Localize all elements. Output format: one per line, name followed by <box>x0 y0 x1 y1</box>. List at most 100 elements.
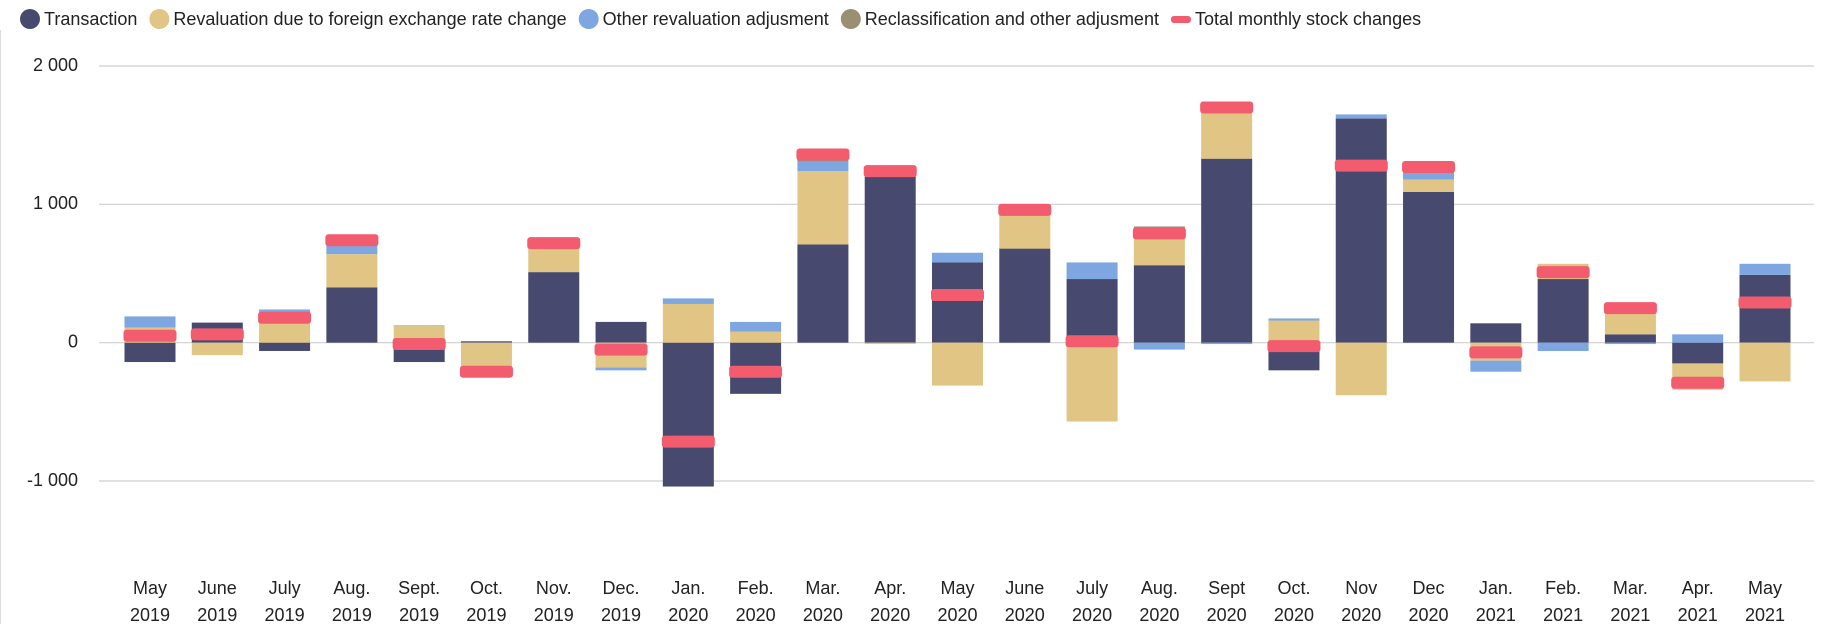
bar-segment <box>1739 342 1791 382</box>
total-marker <box>998 203 1052 216</box>
legend-label: Transaction <box>44 9 137 29</box>
x-tick-label: Mar. 2020 <box>803 578 843 624</box>
bar-segment <box>864 176 916 343</box>
y-tick-label: 1 000 <box>33 193 78 213</box>
total-marker <box>1065 335 1119 348</box>
x-tick-label: Apr. 2020 <box>870 578 910 624</box>
total-marker <box>459 365 513 378</box>
x-tick-label: Dec 2020 <box>1409 578 1449 624</box>
total-marker <box>1469 346 1523 359</box>
x-tick-label: June 2020 <box>1005 578 1045 624</box>
total-marker <box>392 338 446 351</box>
legend-swatch <box>1170 16 1191 23</box>
bar-segment <box>124 316 176 328</box>
x-tick-label: Feb. 2020 <box>736 578 776 624</box>
y-tick-label: 0 <box>68 331 78 351</box>
bar-segment <box>191 342 243 356</box>
x-tick-label: July 2019 <box>265 578 305 624</box>
bar-segment <box>1739 274 1791 343</box>
bar-segment <box>259 309 311 314</box>
bar-segment <box>528 272 580 343</box>
x-tick-label: July 2020 <box>1072 578 1112 624</box>
bar-segment <box>1201 111 1253 159</box>
x-tick-label: Mar. 2021 <box>1610 578 1650 624</box>
total-marker <box>863 165 917 178</box>
total-marker <box>1402 160 1456 173</box>
bar-segment <box>662 303 714 343</box>
bar-segment <box>1672 334 1724 343</box>
total-marker <box>796 148 850 161</box>
bar-segment <box>932 252 983 263</box>
legend-label: Total monthly stock changes <box>1195 9 1421 29</box>
total-marker <box>661 435 715 448</box>
x-tick-label: Jan. 2020 <box>668 578 708 624</box>
bar-segment <box>1470 360 1522 372</box>
legend-label: Other revaluation adjusment <box>603 9 829 29</box>
legend-swatch <box>149 9 170 29</box>
bar-segment <box>1066 262 1118 280</box>
x-tick-label: Jan. 2021 <box>1476 578 1516 624</box>
x-tick-label: Sept. 2019 <box>398 578 440 624</box>
total-marker <box>1132 227 1186 240</box>
bar-segment <box>797 244 849 343</box>
bar-segment <box>1604 334 1656 343</box>
legend-swatch <box>840 9 861 29</box>
bar-segment <box>1201 158 1253 343</box>
bar-segment <box>1403 191 1455 343</box>
x-tick-label: Aug. 2019 <box>332 578 372 624</box>
bar-segment <box>1403 172 1455 180</box>
bar-segment <box>1537 342 1589 351</box>
x-tick-label: May 2019 <box>130 578 170 624</box>
bar-segment <box>1470 323 1522 343</box>
total-marker <box>325 234 379 247</box>
bar-segment <box>1133 265 1185 343</box>
total-marker <box>1267 340 1321 353</box>
bar-segment <box>730 331 782 343</box>
bar-segment <box>932 262 983 343</box>
bar-segment <box>1066 342 1118 422</box>
x-tick-label: June 2019 <box>197 578 237 624</box>
x-tick-label: Oct. 2020 <box>1274 578 1314 624</box>
bar-segment <box>662 298 714 304</box>
total-marker <box>1603 302 1657 315</box>
total-marker <box>1334 159 1388 172</box>
bar-segment <box>259 342 311 351</box>
bar-segment <box>393 325 445 327</box>
bar-segment <box>1739 263 1791 275</box>
bar-segment <box>1335 342 1387 396</box>
x-tick-label: Dec. 2019 <box>601 578 641 624</box>
bar-segment <box>1335 114 1387 119</box>
bar-segment <box>595 367 647 371</box>
x-tick-label: Nov. 2019 <box>534 578 574 624</box>
x-tick-label: May 2020 <box>937 578 977 624</box>
bar-segment <box>1335 118 1387 343</box>
bar-segment <box>1604 312 1656 335</box>
bar-segment <box>326 254 378 288</box>
bar-segment <box>326 245 378 255</box>
y-tick-label: -1 000 <box>27 470 78 490</box>
bar-segment <box>797 171 849 245</box>
x-tick-label: May 2021 <box>1745 578 1785 624</box>
total-marker <box>1536 266 1590 279</box>
total-marker <box>123 329 177 342</box>
bar-segment <box>730 321 782 332</box>
bar-segment <box>460 341 512 343</box>
x-tick-label: Oct. 2019 <box>466 578 506 624</box>
total-marker <box>1200 101 1254 114</box>
bar-segment <box>124 342 176 363</box>
bar-segment <box>1268 318 1320 321</box>
total-marker <box>931 288 984 301</box>
bar-segment <box>326 287 378 343</box>
total-marker <box>594 343 648 356</box>
x-tick-label: Sept 2020 <box>1207 578 1247 624</box>
bar-segment <box>999 248 1051 343</box>
x-tick-label: Aug. 2020 <box>1139 578 1179 624</box>
x-tick-label: Nov 2020 <box>1341 578 1381 624</box>
total-marker <box>729 365 783 378</box>
y-tick-label: 2 000 <box>33 55 78 75</box>
bar-segment <box>797 161 849 172</box>
legend-label: Revaluation due to foreign exchange rate… <box>173 9 566 29</box>
bar-segment <box>1672 342 1724 364</box>
bar-segment <box>932 342 983 386</box>
